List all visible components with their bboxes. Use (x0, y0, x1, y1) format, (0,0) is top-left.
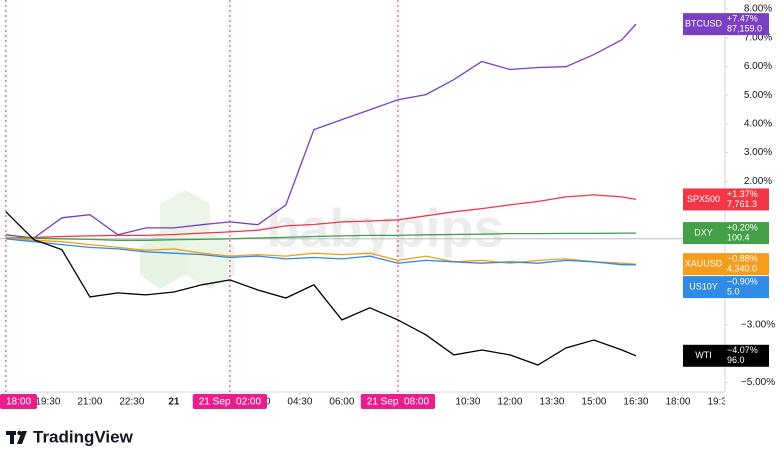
series-label-name-box (683, 344, 724, 367)
series-label-value-box (724, 222, 769, 245)
series-label-name-box (683, 188, 724, 211)
y-tick-label: 8.00% (744, 4, 772, 15)
marker-label: 18:00 (6, 397, 31, 408)
y-tick-label: 2.00% (744, 176, 772, 187)
series-label-value-box (724, 344, 769, 367)
series-line (5, 211, 637, 366)
series-label-value-box (724, 253, 769, 276)
x-tick-label: 21 (168, 397, 180, 408)
series-label-name-box (683, 276, 724, 299)
series-line (5, 232, 636, 241)
x-tick-label: 22:30 (119, 397, 144, 408)
legend-name: SPX500 (687, 194, 720, 204)
series-label: DXY +0.20%100.4 (683, 222, 769, 245)
legend-name: US10Y (689, 281, 718, 291)
watermark-logo (140, 190, 235, 289)
value-label: −0.90% (727, 276, 758, 286)
footer-logo (6, 430, 27, 444)
y-tick-label: 7.00% (744, 32, 772, 43)
series-label-name-box (683, 222, 724, 245)
x-tick-label: 15:00 (581, 397, 606, 408)
price-label: 5.0 (727, 286, 740, 296)
series-line (5, 236, 637, 265)
value-label: −0.88% (727, 253, 758, 263)
x-tick-label: 04:30 (287, 397, 312, 408)
series-label: US10Y −0.90%5.0 (683, 276, 769, 299)
watermark: babypips (266, 198, 503, 258)
series-label: WTI −4.07%96.0 (683, 344, 769, 367)
legend-name: BTCUSD (685, 19, 723, 29)
x-tick-label: 12:00 (497, 397, 522, 408)
price-label: 87,159.0 (727, 24, 762, 34)
series-label-name-box (683, 13, 724, 36)
y-tick-label: 5.00% (744, 90, 772, 101)
marker-tag (192, 394, 268, 409)
marker-tag (0, 394, 38, 409)
marker-label: 21 Sep 08:00 (367, 397, 430, 408)
x-tick-label: 18:00 (665, 397, 690, 408)
series-label: BTCUSD +7.47%87,159.0 (683, 13, 769, 36)
series-line (5, 194, 637, 239)
x-tick-label: 13:30 (539, 397, 564, 408)
marker-tag (360, 394, 436, 409)
marker-label: 21 Sep 02:00 (199, 397, 262, 408)
series-line (5, 23, 637, 239)
price-label: 100.4 (727, 232, 750, 242)
price-label: 96.0 (727, 355, 745, 365)
legend-name: WTI (695, 350, 712, 360)
x-tick-label: 16:30 (623, 397, 648, 408)
y-tick-label: −3.00% (741, 320, 775, 331)
x-tick-label: 06:00 (329, 397, 354, 408)
series-label-name-box (683, 253, 724, 276)
series-label-value-box (724, 13, 769, 36)
x-tick-label: 10:30 (455, 397, 480, 408)
x-tick-label: 21:00 (77, 397, 102, 408)
footer-brand: TradingView (33, 427, 134, 446)
series-label-value-box (724, 276, 769, 299)
x-tick-label: 19:30 (35, 397, 60, 408)
series-label: XAUUSD −0.88%4,340.0 (683, 253, 769, 276)
y-tick-label: −5.00% (741, 377, 775, 388)
value-label: +1.37% (727, 189, 758, 199)
series-line (5, 238, 636, 266)
x-tick-label: 19:30 (707, 397, 732, 408)
price-label: 4,340.0 (727, 263, 757, 273)
series-label-value-box (724, 188, 769, 211)
value-label: +0.20% (727, 222, 758, 232)
value-label: +7.47% (727, 14, 758, 24)
price-label: 7,761.3 (727, 199, 757, 209)
y-tick-label: 6.00% (744, 61, 772, 72)
value-label: −4.07% (727, 345, 758, 355)
legend-name: XAUUSD (685, 258, 723, 268)
y-tick-label: 3.00% (744, 147, 772, 158)
y-tick-label: 4.00% (744, 119, 772, 130)
legend-name: DXY (694, 227, 713, 237)
series-label: SPX500 +1.37%7,761.3 (683, 188, 769, 211)
